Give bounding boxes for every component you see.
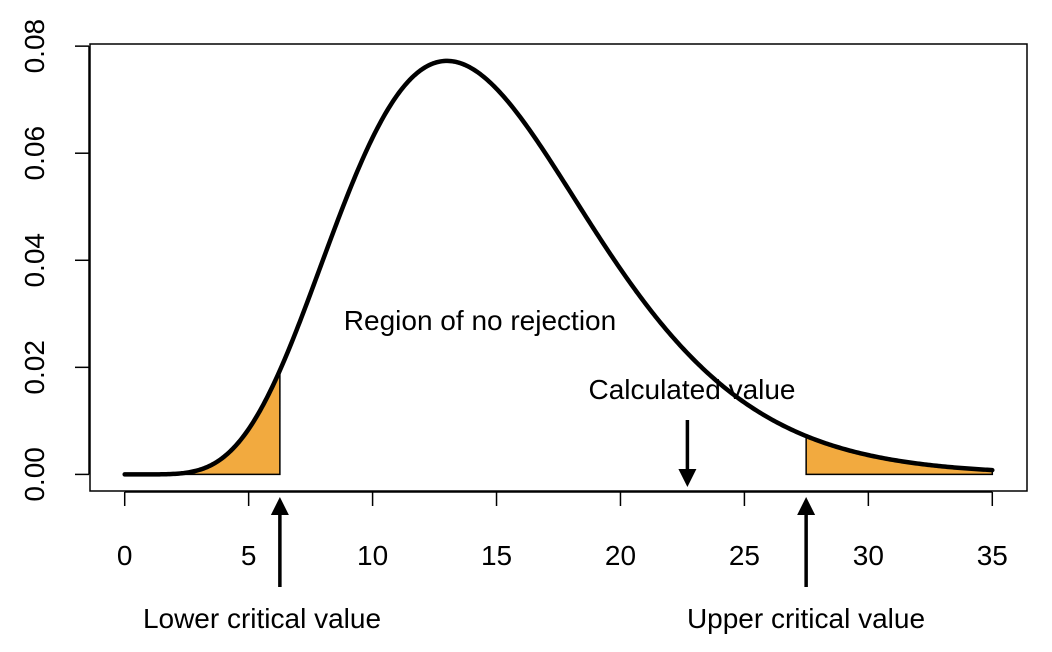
y-tick-label: 0.02: [19, 340, 50, 395]
x-tick-label: 30: [853, 540, 884, 571]
upper-critical-value-label: Upper critical value: [687, 603, 925, 634]
upper-critical-arrow-head: [797, 497, 816, 515]
region-of-no-rejection-label: Region of no rejection: [344, 305, 616, 336]
lower-critical-value-label: Lower critical value: [143, 603, 381, 634]
y-tick-label: 0.06: [19, 126, 50, 181]
x-tick-label: 20: [605, 540, 636, 571]
annotation-arrows: [270, 420, 816, 587]
lower-rejection-area: [124, 370, 281, 476]
y-tick-label: 0.00: [19, 447, 50, 502]
x-tick-label: 25: [729, 540, 760, 571]
x-tick-label: 5: [241, 540, 257, 571]
calculated-value-label: Calculated value: [588, 374, 795, 405]
lower-critical-arrow-head: [270, 497, 289, 515]
y-tick-label: 0.08: [19, 19, 50, 74]
x-tick-label: 10: [357, 540, 388, 571]
x-tick-label: 15: [481, 540, 512, 571]
y-axis: 0.00 0.02 0.04 0.06 0.08: [19, 19, 90, 502]
x-axis: 0 5 10 15 20 25 30 35: [117, 491, 1008, 571]
x-tick-label: 0: [117, 540, 133, 571]
plot-frame: [89, 43, 1028, 492]
y-tick-label: 0.04: [19, 233, 50, 288]
calculated-value-arrow-head: [678, 469, 697, 487]
x-tick-label: 35: [977, 540, 1008, 571]
density-curve: [122, 58, 995, 477]
